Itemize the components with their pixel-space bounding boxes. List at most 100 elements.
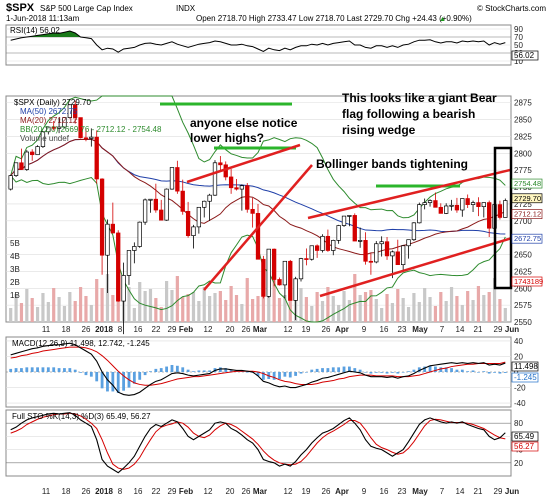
volume-bar — [326, 287, 330, 322]
macd-hist-bar — [498, 372, 502, 374]
macd-hist-bar — [89, 372, 93, 377]
candle-body — [347, 215, 352, 217]
x-axis-label: 11 — [42, 487, 51, 496]
volume-bar — [175, 276, 179, 322]
volume-bar — [256, 296, 260, 322]
macd-hist-bar — [197, 370, 201, 372]
volume-bar — [449, 287, 454, 322]
x-axis-label: 26 — [82, 487, 91, 496]
volume-bar — [272, 277, 276, 322]
volume-bar — [84, 296, 88, 322]
volume-bar — [288, 281, 292, 322]
x-axis-label: 22 — [152, 325, 161, 334]
candle-body — [164, 188, 169, 221]
volume-bar — [406, 307, 411, 322]
volume-bar — [261, 282, 265, 322]
candle-body — [35, 146, 40, 156]
candle-body — [148, 198, 153, 201]
price-legend-bb: BB(20,2.0) 2669.76 - 2712.12 - 2754.48 — [20, 125, 162, 134]
macd-hist-bar — [218, 367, 222, 372]
candles — [8, 100, 508, 335]
sto-tick-label: 80 — [514, 419, 523, 428]
x-axis-label: May — [412, 487, 428, 496]
price-tag-box — [511, 193, 543, 204]
volume-bar — [52, 288, 56, 322]
candle-body — [390, 251, 395, 257]
volume-bar — [148, 289, 153, 322]
candle-body — [374, 243, 379, 263]
volume-bar — [401, 298, 405, 322]
chart-exchange: INDX — [176, 4, 196, 13]
price-tick-label: 2575 — [514, 301, 532, 310]
candle-body — [433, 200, 438, 208]
volume-bar — [466, 291, 470, 322]
sto-legend: Full STO %K(14,3) %D(3) 65.49, 56.27 — [12, 412, 151, 421]
macd-signal-line — [10, 346, 506, 386]
volume-bar — [380, 308, 384, 322]
ma20-line — [10, 138, 506, 256]
macd-hist-bar — [364, 372, 367, 373]
volume-bar — [369, 290, 373, 322]
macd-hist-bar — [347, 366, 351, 372]
candle-body — [13, 162, 19, 176]
x-axis-label: 26 — [322, 325, 331, 334]
macd-panel: MACD(12,26,9) 11.498, 12.742, -1.245 40 2… — [5, 336, 538, 408]
candle-body — [261, 258, 266, 297]
volume-bar — [30, 298, 34, 322]
candle-body — [116, 232, 121, 302]
sto-d-line — [10, 412, 506, 470]
macd-hist-bar — [138, 372, 142, 380]
candle-body — [282, 260, 288, 286]
chart-date: 1-Jun-2018 11:13am — [6, 14, 80, 23]
macd-hist-bar — [68, 368, 72, 372]
candle-body — [67, 104, 72, 118]
candle-body — [427, 200, 433, 203]
chart-brand: © StockCharts.com — [477, 4, 546, 13]
macd-hist-bar — [428, 365, 432, 372]
candle-body — [309, 245, 314, 260]
candle-body — [212, 162, 218, 196]
x-axis-label: 2018 — [95, 487, 113, 496]
volume-bar — [159, 307, 163, 322]
macd-hist-bar — [52, 367, 56, 372]
candle-body — [78, 117, 83, 139]
price-tick-label: 2825 — [514, 132, 532, 141]
macd-hist-bar — [493, 372, 496, 373]
candle-body — [325, 235, 331, 251]
macd-hist-bar — [310, 369, 314, 372]
volume-bar — [234, 295, 239, 322]
candle-body — [30, 151, 35, 156]
volume-bar — [433, 306, 438, 322]
price-tick-label: 2600 — [514, 284, 532, 293]
x-axis-label: Apr — [335, 325, 349, 334]
x-axis-label: Feb — [179, 487, 193, 496]
macd-hist-bar — [154, 368, 158, 372]
x-axis-label: May — [412, 325, 428, 334]
price-tag-box — [511, 178, 543, 189]
quote-up-arrow: ▲ — [439, 16, 446, 23]
macd-hist-tag: -1.245 — [514, 373, 537, 382]
macd-hist-bar — [186, 369, 190, 372]
candle-body — [384, 241, 390, 257]
volume-bar — [14, 294, 18, 322]
x-axis-label: 19 — [302, 325, 311, 334]
x-axis-label: Apr — [335, 487, 349, 496]
candle-body — [465, 198, 470, 205]
volume-bar — [116, 292, 120, 322]
candle-body — [142, 199, 148, 223]
candle-body — [444, 205, 449, 214]
price-tag-volume: 1743189 — [514, 277, 543, 286]
volume-bar — [9, 308, 13, 322]
macd-hist-bar — [100, 372, 104, 389]
candle-body — [121, 275, 126, 302]
candle-body — [99, 178, 105, 256]
sto-k-tag: 65.49 — [514, 432, 535, 441]
x-axis-label: 29 — [168, 487, 177, 496]
x-axis-label: 16 — [134, 487, 143, 496]
candle-body — [196, 206, 202, 228]
volume-bar — [487, 292, 491, 322]
macd-hist-bar — [46, 367, 50, 372]
x-axis-label: 11 — [42, 325, 51, 334]
volume-bar — [283, 295, 287, 322]
macd-line — [10, 342, 506, 396]
